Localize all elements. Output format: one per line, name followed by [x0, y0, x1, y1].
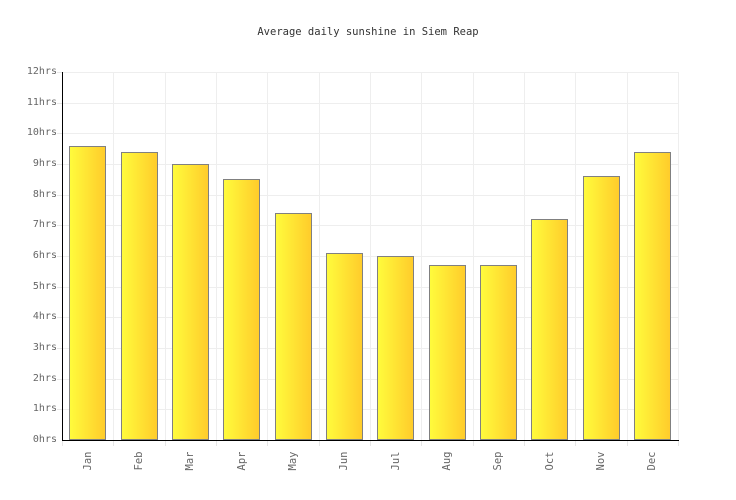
y-axis-label: 11hrs — [26, 96, 57, 108]
x-axis-tick — [370, 441, 371, 446]
y-axis-tick — [57, 256, 62, 257]
y-axis-tick — [57, 72, 62, 73]
v-gridline — [370, 72, 371, 440]
bar-apr — [223, 179, 260, 440]
bar-nov — [583, 176, 620, 440]
y-axis-label: 0hrs — [32, 434, 57, 445]
x-axis-line — [62, 440, 679, 441]
x-axis-tick — [421, 441, 423, 446]
bar-dec — [634, 151, 671, 440]
x-axis-tick — [626, 441, 628, 446]
y-axis-label: 12hrs — [26, 66, 57, 77]
y-axis-label: 6hrs — [32, 250, 57, 261]
x-axis-tick — [575, 441, 577, 446]
y-axis-tick — [57, 194, 62, 196]
bar-mar — [172, 164, 209, 440]
v-gridline — [678, 72, 679, 440]
y-axis-tick — [57, 225, 62, 227]
bar-oct — [531, 219, 568, 440]
y-axis-label: 5hrs — [32, 280, 57, 292]
y-axis-label: 9hrs — [32, 158, 57, 169]
v-gridline — [524, 72, 525, 440]
bar-jun — [326, 252, 363, 440]
y-axis-tick — [57, 348, 62, 349]
bar-aug — [429, 265, 466, 440]
y-axis-tick — [57, 133, 62, 135]
y-axis-label: 8hrs — [32, 188, 57, 200]
x-axis-tick — [524, 441, 525, 446]
y-axis-tick — [57, 102, 62, 104]
y-axis-label: 4hrs — [32, 311, 57, 323]
x-axis-tick — [164, 441, 166, 446]
y-axis-label: 2hrs — [32, 372, 57, 384]
y-axis-tick — [57, 409, 62, 411]
y-axis-tick — [57, 317, 62, 319]
v-gridline — [626, 72, 628, 440]
y-axis-tick — [57, 164, 62, 165]
v-gridline — [575, 72, 577, 440]
y-axis-line — [62, 72, 63, 441]
x-axis-tick — [113, 441, 115, 446]
y-axis-tick — [57, 286, 62, 288]
y-axis-label: 7hrs — [32, 219, 57, 231]
v-gridline — [267, 72, 269, 440]
x-axis-tick — [267, 441, 269, 446]
bar-feb — [121, 151, 158, 440]
x-axis-tick — [472, 441, 474, 446]
x-axis-tick — [318, 441, 320, 446]
bar-sep — [480, 265, 517, 440]
v-gridline — [318, 72, 320, 440]
x-axis-tick — [678, 441, 679, 446]
bar-jul — [377, 256, 414, 440]
v-gridline — [164, 72, 166, 440]
x-axis-tick — [216, 441, 217, 446]
chart-title: Average daily sunshine in Siem Reap — [257, 26, 479, 38]
v-gridline — [421, 72, 423, 440]
v-gridline — [472, 72, 474, 440]
v-gridline — [113, 72, 115, 440]
v-gridline — [216, 72, 217, 440]
y-axis-label: 1hrs — [32, 403, 57, 415]
x-axis-tick — [62, 441, 63, 446]
y-axis-tick — [57, 378, 62, 380]
y-axis-label: 10hrs — [26, 127, 57, 139]
bar-jan — [69, 145, 106, 440]
bar-may — [275, 213, 312, 440]
y-axis-label: 3hrs — [32, 342, 57, 353]
